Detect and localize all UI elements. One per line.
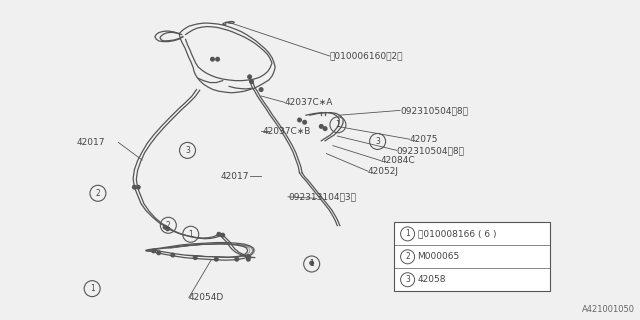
Text: 2: 2 <box>166 221 171 230</box>
Text: 092313104（3）: 092313104（3） <box>288 192 356 201</box>
Circle shape <box>259 88 263 92</box>
Circle shape <box>217 232 221 236</box>
Text: 092310504（8）: 092310504（8） <box>400 106 468 115</box>
Circle shape <box>211 57 214 61</box>
Text: 42084C: 42084C <box>381 156 415 165</box>
Text: 42075: 42075 <box>410 135 438 144</box>
Circle shape <box>216 57 220 61</box>
Circle shape <box>323 127 327 131</box>
Text: M000065: M000065 <box>418 252 460 261</box>
Circle shape <box>166 227 170 231</box>
Circle shape <box>319 124 323 128</box>
Text: 3: 3 <box>405 275 410 284</box>
Text: 42054D: 42054D <box>189 293 224 302</box>
Text: 1: 1 <box>405 229 410 238</box>
Circle shape <box>246 255 250 259</box>
Circle shape <box>193 256 197 260</box>
Text: 42037C∗B: 42037C∗B <box>262 127 311 136</box>
Text: 1: 1 <box>335 120 340 129</box>
Text: 3: 3 <box>375 137 380 146</box>
Text: Ⓑ010008166 ( 6 ): Ⓑ010008166 ( 6 ) <box>418 229 496 238</box>
Circle shape <box>246 257 250 261</box>
Text: 1: 1 <box>90 284 95 293</box>
Circle shape <box>303 120 307 124</box>
Circle shape <box>136 185 140 189</box>
Text: 1: 1 <box>309 260 314 268</box>
Circle shape <box>248 75 252 79</box>
Text: 42052J: 42052J <box>368 167 399 176</box>
Text: 092310504（8）: 092310504（8） <box>397 146 465 155</box>
Text: 1: 1 <box>188 230 193 239</box>
Text: A421001050: A421001050 <box>582 305 635 314</box>
Text: 42017: 42017 <box>77 138 106 147</box>
Circle shape <box>221 233 225 237</box>
Text: 42058: 42058 <box>418 275 446 284</box>
Text: 2: 2 <box>405 252 410 261</box>
Bar <box>394 222 550 291</box>
Text: Ⓑ010006160（2）: Ⓑ010006160（2） <box>330 52 403 60</box>
Circle shape <box>214 257 218 261</box>
Circle shape <box>310 261 314 265</box>
Text: 42017: 42017 <box>221 172 250 180</box>
Text: 3: 3 <box>185 146 190 155</box>
Circle shape <box>163 225 167 229</box>
Circle shape <box>298 118 301 122</box>
Circle shape <box>235 257 239 261</box>
Circle shape <box>132 185 136 189</box>
Circle shape <box>152 249 156 253</box>
Circle shape <box>171 253 175 257</box>
Text: 42037C∗A: 42037C∗A <box>285 98 333 107</box>
Circle shape <box>250 80 253 84</box>
Text: 2: 2 <box>95 189 100 198</box>
Circle shape <box>157 251 161 255</box>
